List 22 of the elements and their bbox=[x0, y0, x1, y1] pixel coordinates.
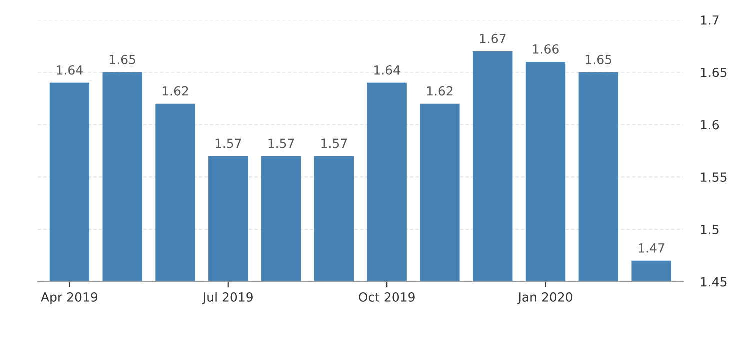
data-label: 1.62 bbox=[427, 86, 453, 96]
y-tick-label: 1.55 bbox=[701, 172, 727, 182]
data-label: 1.65 bbox=[110, 54, 136, 64]
data-label: 1.57 bbox=[322, 138, 348, 148]
y-tick-label: 1.7 bbox=[701, 16, 719, 25]
data-label: 1.64 bbox=[374, 65, 400, 75]
data-label: 1.67 bbox=[480, 34, 506, 44]
data-label: 1.64 bbox=[57, 65, 83, 75]
data-label: 1.66 bbox=[533, 44, 559, 54]
data-label: 1.65 bbox=[586, 54, 612, 64]
x-tick-label: Apr 2019 bbox=[41, 292, 98, 304]
data-label: 1.57 bbox=[268, 138, 294, 148]
x-tick-label: Oct 2019 bbox=[359, 292, 415, 302]
y-tick-label: 1.65 bbox=[701, 68, 727, 78]
data-label: 1.57 bbox=[216, 138, 242, 148]
y-tick-label: 1.5 bbox=[701, 225, 719, 234]
x-tick-label: Jan 2020 bbox=[518, 292, 572, 304]
y-tick-label: 1.45 bbox=[701, 277, 727, 287]
data-label: 1.47 bbox=[639, 244, 664, 253]
x-tick-label: Jul 2019 bbox=[202, 292, 253, 304]
y-tick-label: 1.6 bbox=[701, 120, 720, 130]
data-label: 1.62 bbox=[162, 86, 188, 96]
